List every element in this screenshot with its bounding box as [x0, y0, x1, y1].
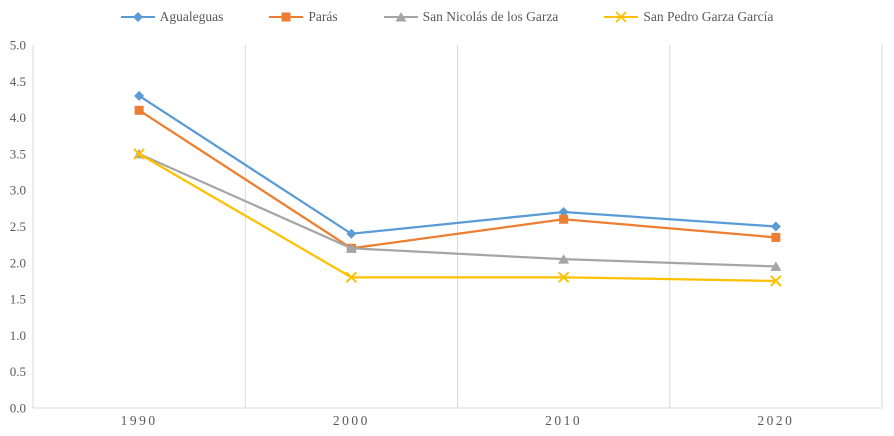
data-point-marker-triangle [558, 254, 570, 264]
data-point-marker-diamond [134, 90, 145, 101]
legend-item-san-nicolas-de-los-garza[interactable]: San Nicolás de los Garza [383, 9, 559, 25]
series-line-agualeguas [138, 94, 776, 235]
legend-diamond-marker-icon [120, 12, 155, 22]
data-point-marker-diamond [346, 228, 357, 239]
y-axis-tick-label: 2.5 [10, 219, 26, 234]
series-line-par-s [138, 109, 776, 250]
legend-item-paras[interactable]: Parás [269, 9, 338, 25]
y-axis-tick-label: 4.0 [10, 110, 26, 125]
legend-item-agualeguas[interactable]: Agualeguas [120, 9, 224, 25]
x-axis-tick-label: 2000 [333, 413, 370, 428]
data-point-marker-x [133, 148, 145, 160]
data-point-marker-x [557, 271, 570, 284]
x-axis-tick-label: 2020 [757, 413, 794, 428]
legend-x-marker-icon [604, 11, 639, 23]
legend-item-san-pedro-garza-garcia[interactable]: San Pedro Garza García [604, 9, 773, 25]
legend-label: San Pedro Garza García [643, 9, 774, 24]
y-axis-tick-label: 1.0 [10, 328, 26, 343]
data-point-marker-square [134, 105, 144, 115]
y-axis-tick-label: 1.5 [10, 292, 26, 307]
data-point-marker-x [345, 271, 358, 284]
y-axis-tick-label: 3.0 [10, 183, 26, 198]
y-axis-tick-label: 0.0 [10, 401, 26, 416]
data-point-marker-triangle [345, 243, 357, 253]
y-axis-tick-label: 4.5 [10, 74, 26, 89]
data-point-marker-diamond [770, 221, 781, 232]
data-point-marker-square [771, 232, 781, 242]
legend-triangle-marker-icon [383, 12, 418, 22]
data-point-marker-diamond [558, 206, 569, 217]
data-point-marker-triangle [770, 261, 782, 271]
data-point-marker-x [770, 275, 782, 287]
x-axis-tick-label: 1990 [121, 413, 158, 428]
series-line-san-pedro-garza-garc-a [138, 152, 776, 283]
y-axis-tick-label: 0.5 [10, 364, 26, 379]
chart-legend: Agualeguas Parás San Nicolás de los Garz… [0, 6, 894, 28]
x-axis-tick-label: 2010 [545, 413, 582, 428]
y-axis-tick-label: 5.0 [10, 38, 26, 53]
legend-square-marker-icon [269, 12, 304, 22]
legend-label: Parás [308, 9, 338, 24]
y-axis-tick-label: 2.0 [10, 255, 26, 270]
data-point-marker-square [559, 214, 569, 224]
legend-label: Agualeguas [159, 9, 224, 24]
legend-label: San Nicolás de los Garza [422, 9, 559, 24]
y-axis-tick-label: 3.5 [10, 146, 26, 161]
series-line-san-nicol-s-de-los-garza [138, 152, 776, 268]
